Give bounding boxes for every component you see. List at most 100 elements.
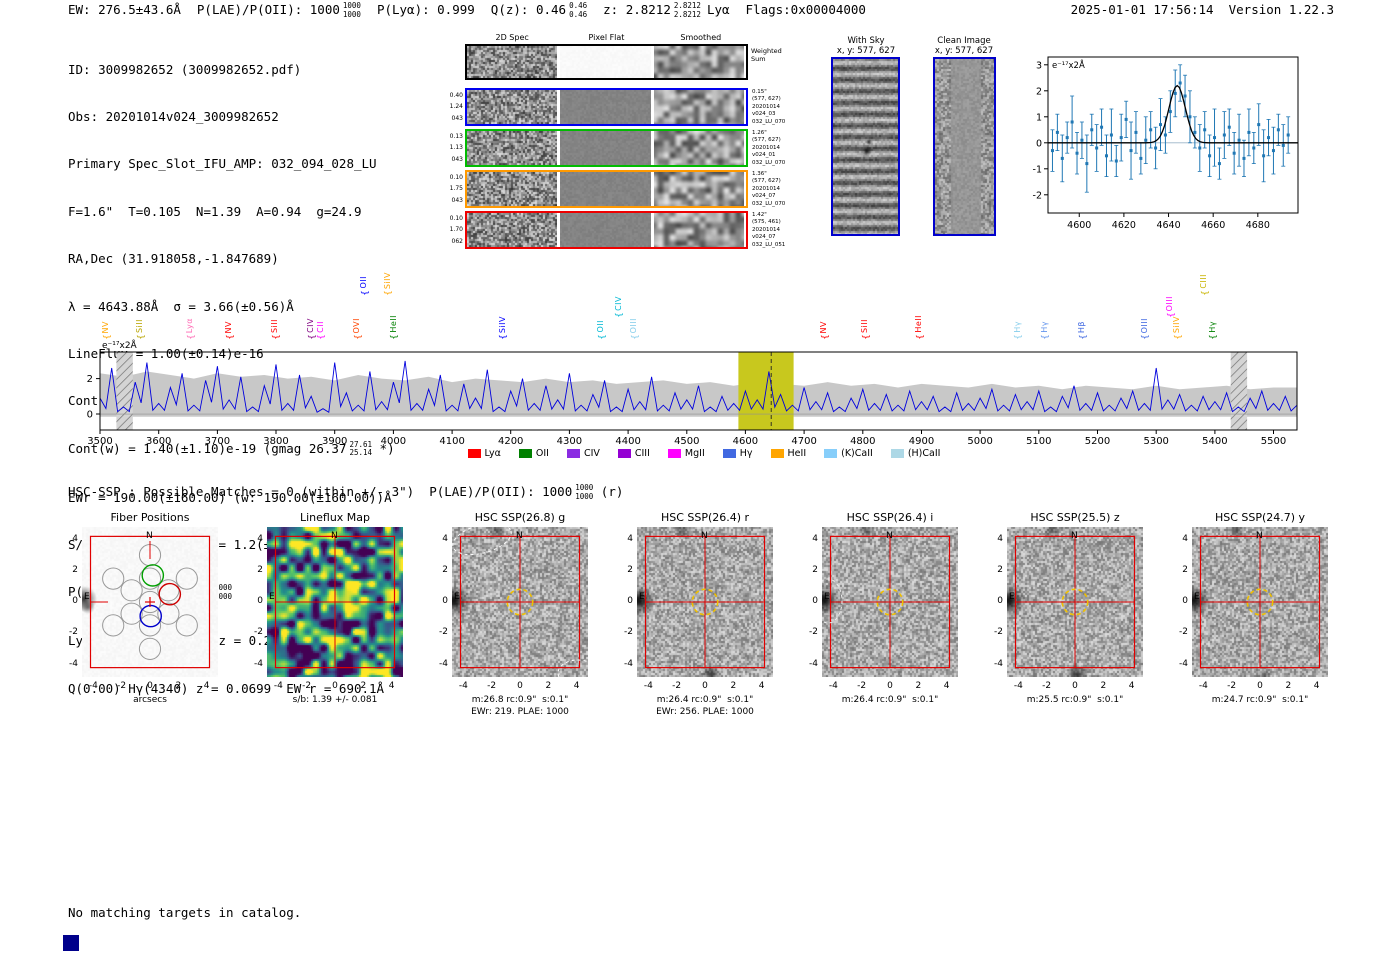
info-line-primary: Primary Spec_Slot_IFU_AMP: 032_094_028_L…	[68, 156, 377, 172]
emission-line-name: SiII	[270, 318, 280, 333]
cutout-title: HSC SSP(26.8) g	[474, 511, 566, 524]
line-brace: }	[358, 290, 369, 296]
x-tick-label: 2	[915, 681, 922, 691]
svg-text:3900: 3900	[322, 436, 347, 447]
spec2d-left-label: 0.10	[449, 174, 463, 181]
x-tick-label: 2	[1285, 681, 1292, 691]
pixelflat-cell	[560, 172, 651, 206]
legend-swatch	[566, 449, 580, 458]
hsc-fraction: 1000 1000	[575, 483, 594, 501]
y-tick-label: -2	[809, 627, 818, 638]
legend-item: MgII	[667, 448, 705, 459]
qz-top: 0.46	[569, 1, 588, 10]
svg-text:N: N	[1256, 531, 1263, 541]
x-tick-label: 0	[147, 681, 153, 691]
spec2d-right-label: v024_03	[752, 111, 776, 118]
y-tick-label: 4	[257, 533, 263, 544]
cutout-title: Fiber Positions	[110, 511, 190, 524]
spec2d-right-label: 20201014	[752, 144, 780, 151]
col-pixelflat: Pixel Flat	[588, 33, 625, 42]
emission-line-name: HeII	[388, 315, 398, 333]
x-tick-label: 4	[203, 681, 210, 691]
svg-text:4300: 4300	[557, 436, 582, 447]
emission-line-name: Lyα	[184, 317, 194, 333]
plae-top: 1000	[342, 1, 361, 10]
cutout-panel-hsc-r: HSC SSP(26.4) r N E -4 -4 -2 -2 0 0 2 2 4 4 m:26.4 rc…	[605, 505, 805, 723]
spec2d-row-left-labels: 0.40 1.24 043	[443, 90, 463, 124]
emission-line-name: NV	[224, 320, 234, 333]
plae-line-top: 1000	[214, 583, 233, 593]
spec2d-right-label: 032_LU_070	[752, 159, 786, 166]
spectrum-legend: Lyα OII CIV CIII MgII Hγ HeII (K)CaII (H)CaII	[64, 448, 1344, 459]
spec2d-row-strip	[465, 211, 748, 249]
y-tick-label: -2	[439, 627, 448, 638]
col-2dspec: 2D Spec	[495, 33, 529, 42]
cutout-caption-2: EWr: 256. PLAE: 1000	[656, 707, 754, 717]
line-fit-plot: 4600 4620 4640 4660 4680 -2 -1 0 1 2 3 e⁻¹⁷x2Å	[1033, 56, 1299, 230]
x-tick-label: 2	[360, 681, 367, 691]
footer-notes: No matching targets in catalog. Row inte…	[68, 874, 301, 953]
y-tick-label: -4	[624, 658, 633, 669]
svg-text:4600: 4600	[1067, 220, 1091, 230]
svg-text:E: E	[84, 592, 90, 602]
svg-text:5500: 5500	[1261, 436, 1286, 447]
x-tick-label: 4	[1313, 681, 1320, 691]
svg-text:5000: 5000	[967, 436, 992, 447]
svg-text:3800: 3800	[263, 436, 288, 447]
svg-text:E: E	[824, 592, 830, 602]
x-tick-label: 0	[702, 681, 708, 691]
legend-item: CIV	[566, 448, 600, 459]
y-tick-label: 4	[997, 533, 1003, 544]
legend-item: OII	[518, 448, 549, 459]
spec2d-row-left-labels: 0.10 1.70 062	[443, 213, 463, 247]
clean-xy: x, y: 577, 627	[934, 46, 994, 56]
qz-value: Q(z): 0.46	[490, 2, 567, 17]
hsc-bot: 1000	[575, 491, 594, 501]
svg-text:-1: -1	[1033, 164, 1042, 175]
legend-item: (H)CaII	[890, 448, 940, 459]
x-tick-label: -2	[117, 681, 127, 691]
legend-label: OII	[535, 448, 549, 459]
y-tick-label: 2	[627, 564, 633, 575]
info-line-lambda: λ = 4643.88Å σ = 3.66(±0.56)Å	[68, 298, 294, 314]
cutout-caption-1: m:25.5 rc:0.9" s:0.1"	[1026, 695, 1124, 705]
cutout-title: Lineflux Map	[299, 511, 371, 524]
x-tick-label: 0	[1072, 681, 1078, 691]
x-tick-label: -2	[857, 681, 867, 691]
withsky-title: With Sky	[847, 36, 885, 46]
spec2d-left-label: 043	[451, 196, 463, 204]
legend-label: Hγ	[739, 448, 753, 459]
svg-text:-2: -2	[1033, 190, 1042, 201]
smoothed-cell	[654, 213, 744, 247]
info-line-radec: RA,Dec (31.918058,-1.847689)	[68, 251, 279, 267]
x-tick-label: 4	[1128, 681, 1135, 691]
svg-text:4600: 4600	[733, 436, 758, 447]
svg-text:3700: 3700	[205, 436, 230, 447]
cutout-panel-hsc-g: HSC SSP(26.8) g N E -4 -4 -2 -2 0 0 2 2 4 4 m:26.8 rc…	[420, 505, 620, 723]
y-tick-label: -4	[254, 658, 263, 669]
svg-text:E: E	[1009, 592, 1015, 602]
line-brace: }	[613, 312, 624, 318]
spec2d-left-label: 1.75	[449, 185, 463, 193]
withsky-xy: x, y: 577, 627	[836, 46, 896, 56]
svg-text:E: E	[269, 592, 275, 602]
spec2d-cell	[467, 213, 557, 247]
smoothed-cell	[654, 131, 744, 165]
y-tick-label: 0	[442, 596, 448, 606]
spec2d-row-right-labels: 0.15" (577, 627) 20201014 v024_03 032_LU_070	[752, 89, 812, 126]
legend-label: HeII	[787, 448, 807, 459]
corner-marker	[63, 935, 79, 951]
cutout-caption-1: m:26.8 rc:0.9" s:0.1"	[471, 695, 569, 705]
cutout-overlay: NE	[1194, 531, 1321, 669]
cutout-overlay: NE	[452, 527, 588, 677]
legend-label: (K)CaII	[841, 448, 873, 459]
cutout-panel-lineflux: Lineflux Map N E -4 -4 -2 -2 0 0 2 2 4 4 s/b: 1.39 +/…	[235, 505, 435, 723]
z-fraction: 2.8212 2.8212	[674, 1, 701, 19]
legend-swatch	[667, 449, 681, 458]
x-tick-label: -2	[672, 681, 682, 691]
spec2d-right-label: 20201014	[752, 226, 780, 233]
svg-text:4400: 4400	[615, 436, 640, 447]
emission-line-name: OIII	[629, 317, 639, 333]
cutout-caption-1: m:24.7 rc:0.9" s:0.1"	[1211, 695, 1309, 705]
